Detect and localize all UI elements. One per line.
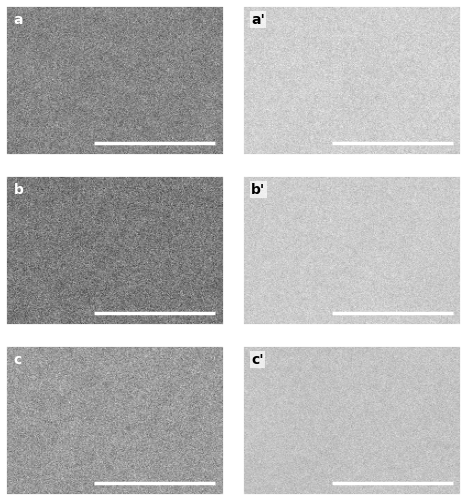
Text: a: a bbox=[14, 12, 23, 26]
Text: b: b bbox=[14, 182, 23, 196]
Text: b': b' bbox=[251, 182, 265, 196]
Text: c: c bbox=[14, 352, 22, 366]
Text: c': c' bbox=[251, 352, 264, 366]
Text: a': a' bbox=[251, 12, 265, 26]
